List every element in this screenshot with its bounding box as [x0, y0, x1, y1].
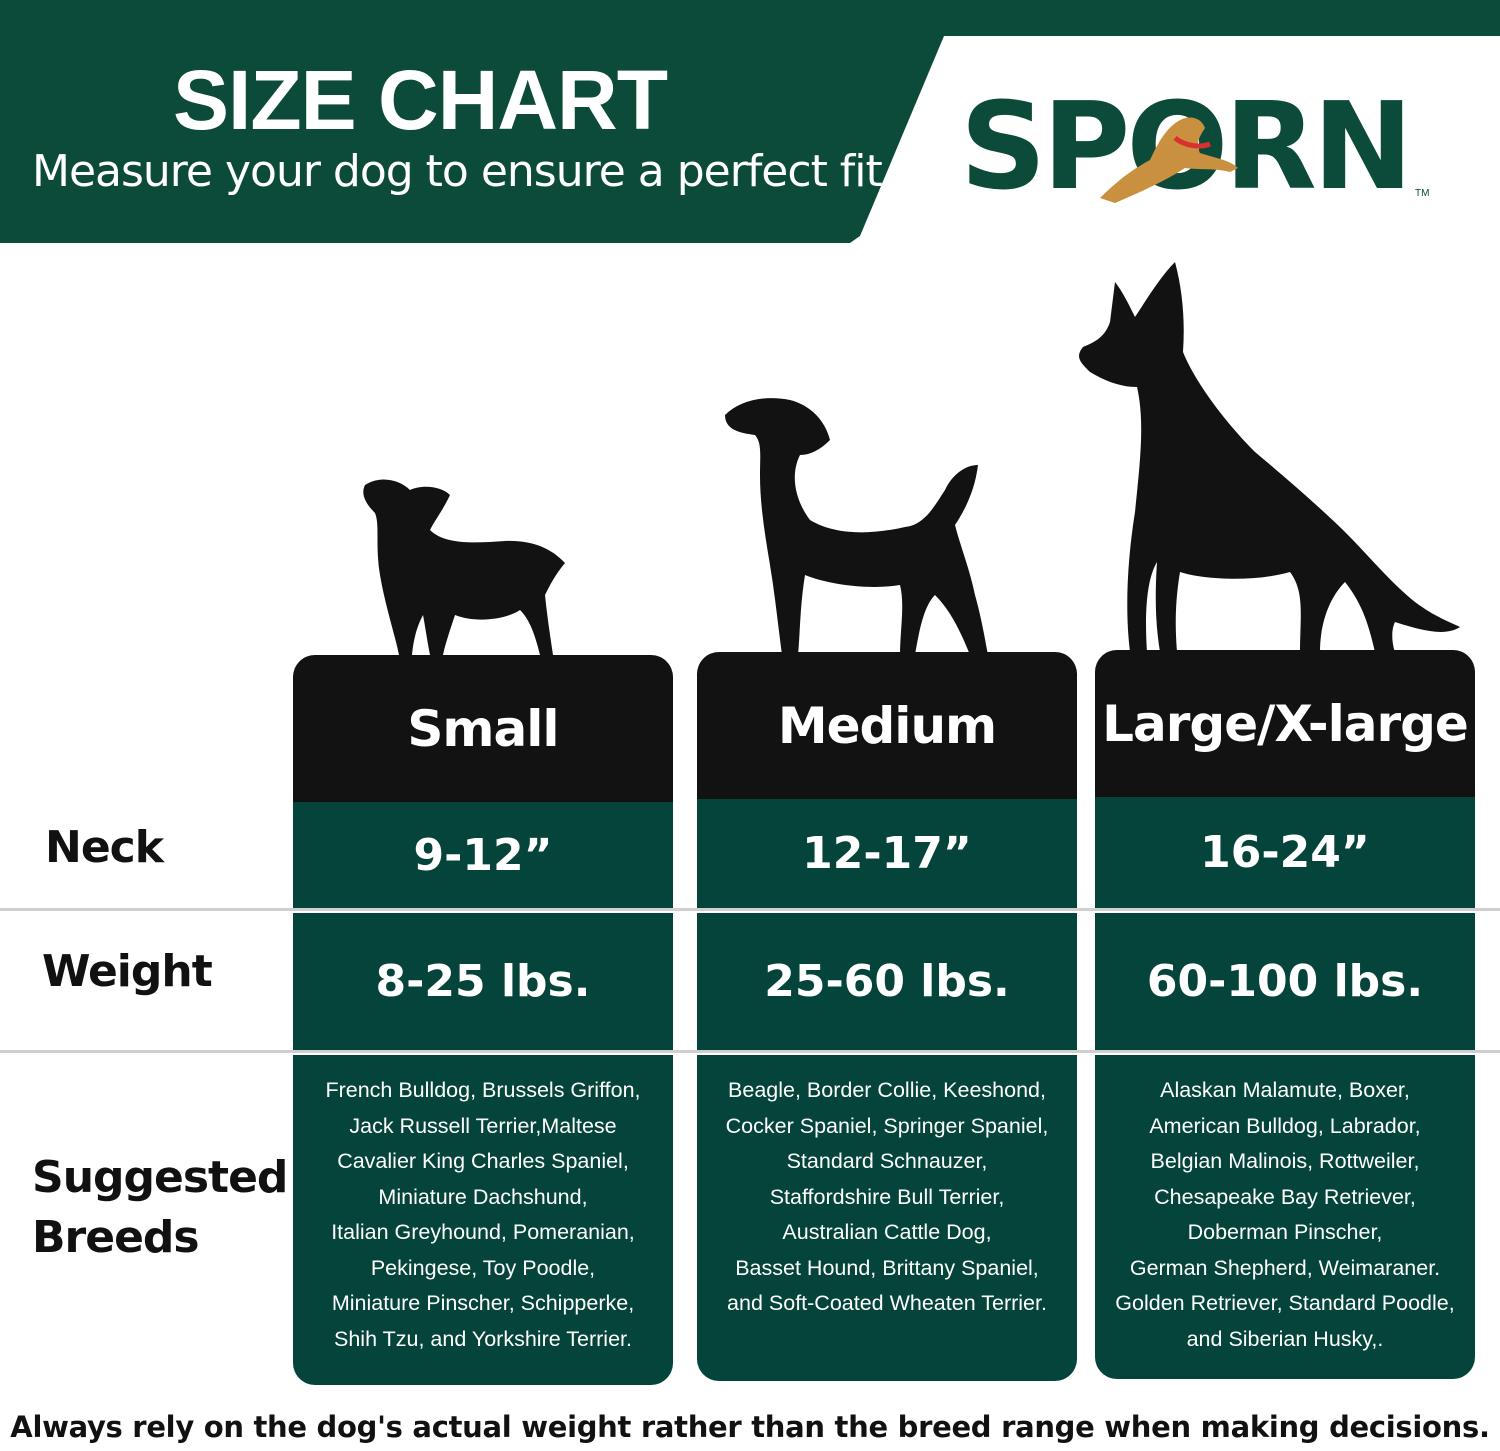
breed-line: Staffordshire Bull Terrier,	[769, 1184, 1005, 1209]
row-label-neck: Neck	[45, 822, 164, 873]
row-label-breeds: Suggested Breeds	[32, 1152, 288, 1263]
size-header: Medium	[697, 652, 1077, 799]
neck-value: 12-17”	[697, 799, 1077, 908]
breed-line: Jack Russell Terrier,Maltese	[349, 1113, 617, 1138]
breed-line: and Siberian Husky,.	[1186, 1326, 1384, 1351]
neck-value: 16-24”	[1095, 797, 1475, 908]
weight-value: 8-25 lbs.	[293, 913, 673, 1050]
jumping-dog-icon	[1100, 117, 1238, 203]
breeds-list: French Bulldog, Brussels Griffon, Jack R…	[293, 1055, 673, 1385]
breed-line: Belgian Malinois, Rottweiler,	[1150, 1149, 1420, 1173]
breed-line: American Bulldog, Labrador,	[1149, 1113, 1421, 1138]
footer-note: Always rely on the dog's actual weight r…	[10, 1410, 1490, 1444]
breed-line: Shih Tzu, and Yorkshire Terrier.	[334, 1326, 632, 1351]
header-banner	[0, 0, 1500, 243]
weight-value: 25-60 lbs.	[697, 913, 1077, 1050]
neck-value: 9-12”	[293, 802, 673, 908]
breeds-list: Alaskan Malamute, Boxer, American Bulldo…	[1095, 1055, 1475, 1379]
row-divider	[0, 1050, 1500, 1053]
breed-line: Pekingese, Toy Poodle,	[370, 1255, 596, 1280]
weight-value: 60-100 lbs.	[1095, 913, 1475, 1050]
breed-line: and Soft-Coated Wheaten Terrier.	[727, 1291, 1047, 1315]
breed-line: Miniature Dachshund,	[378, 1184, 588, 1209]
breed-line: Beagle, Border Collie, Keeshond,	[728, 1078, 1046, 1102]
breed-line: Alaskan Malamute, Boxer,	[1160, 1078, 1410, 1102]
row-label-weight: Weight	[42, 946, 213, 997]
breed-line: Cavalier King Charles Spaniel,	[337, 1149, 629, 1173]
breed-line: Chesapeake Bay Retriever,	[1154, 1184, 1416, 1209]
breed-line: Australian Cattle Dog,	[782, 1220, 992, 1244]
size-header: Large/X-large	[1095, 650, 1475, 797]
page-title: SIZE CHART	[173, 53, 668, 147]
medium-dog-silhouette	[725, 398, 988, 655]
trademark: TM	[1415, 188, 1430, 199]
sporn-logo: SPORN TM	[960, 88, 1430, 208]
breed-line: Doberman Pinscher,	[1187, 1220, 1383, 1244]
breed-line: Italian Greyhound, Pomeranian,	[331, 1220, 635, 1244]
breed-line: Cocker Spaniel, Springer Spaniel,	[725, 1113, 1049, 1138]
breed-line: French Bulldog, Brussels Griffon,	[325, 1078, 641, 1102]
breed-line: Miniature Pinscher, Schipperke,	[331, 1291, 635, 1315]
large-dog-silhouette	[1079, 262, 1460, 652]
breeds-list: Beagle, Border Collie, Keeshond, Cocker …	[697, 1055, 1077, 1381]
small-dog-silhouette	[363, 479, 565, 655]
size-header: Small	[293, 655, 673, 802]
breed-line: German Shepherd, Weimaraner.	[1129, 1255, 1441, 1280]
breed-line: Standard Schnauzer,	[786, 1149, 988, 1173]
page-subtitle: Measure your dog to ensure a perfect fit	[32, 146, 883, 197]
breed-line: Basset Hound, Brittany Spaniel,	[735, 1255, 1039, 1280]
breed-line: Golden Retriever, Standard Poodle,	[1115, 1291, 1455, 1315]
row-divider	[0, 908, 1500, 911]
